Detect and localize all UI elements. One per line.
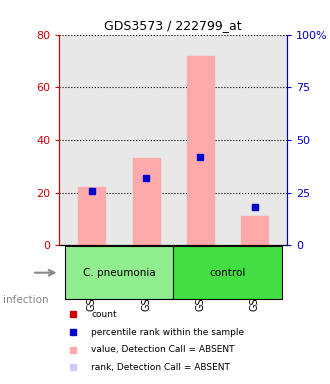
- Bar: [241, 216, 268, 245]
- Bar: [78, 187, 106, 245]
- Text: infection: infection: [3, 295, 49, 305]
- Bar: [133, 158, 160, 245]
- Bar: [187, 56, 214, 245]
- Text: percentile rank within the sample: percentile rank within the sample: [91, 328, 245, 337]
- Text: C. pneumonia: C. pneumonia: [82, 268, 155, 278]
- Text: count: count: [91, 310, 117, 319]
- Title: GDS3573 / 222799_at: GDS3573 / 222799_at: [104, 19, 242, 32]
- Text: control: control: [209, 268, 246, 278]
- FancyBboxPatch shape: [65, 247, 173, 299]
- Text: value, Detection Call = ABSENT: value, Detection Call = ABSENT: [91, 345, 235, 354]
- FancyBboxPatch shape: [173, 247, 282, 299]
- Text: rank, Detection Call = ABSENT: rank, Detection Call = ABSENT: [91, 363, 230, 372]
